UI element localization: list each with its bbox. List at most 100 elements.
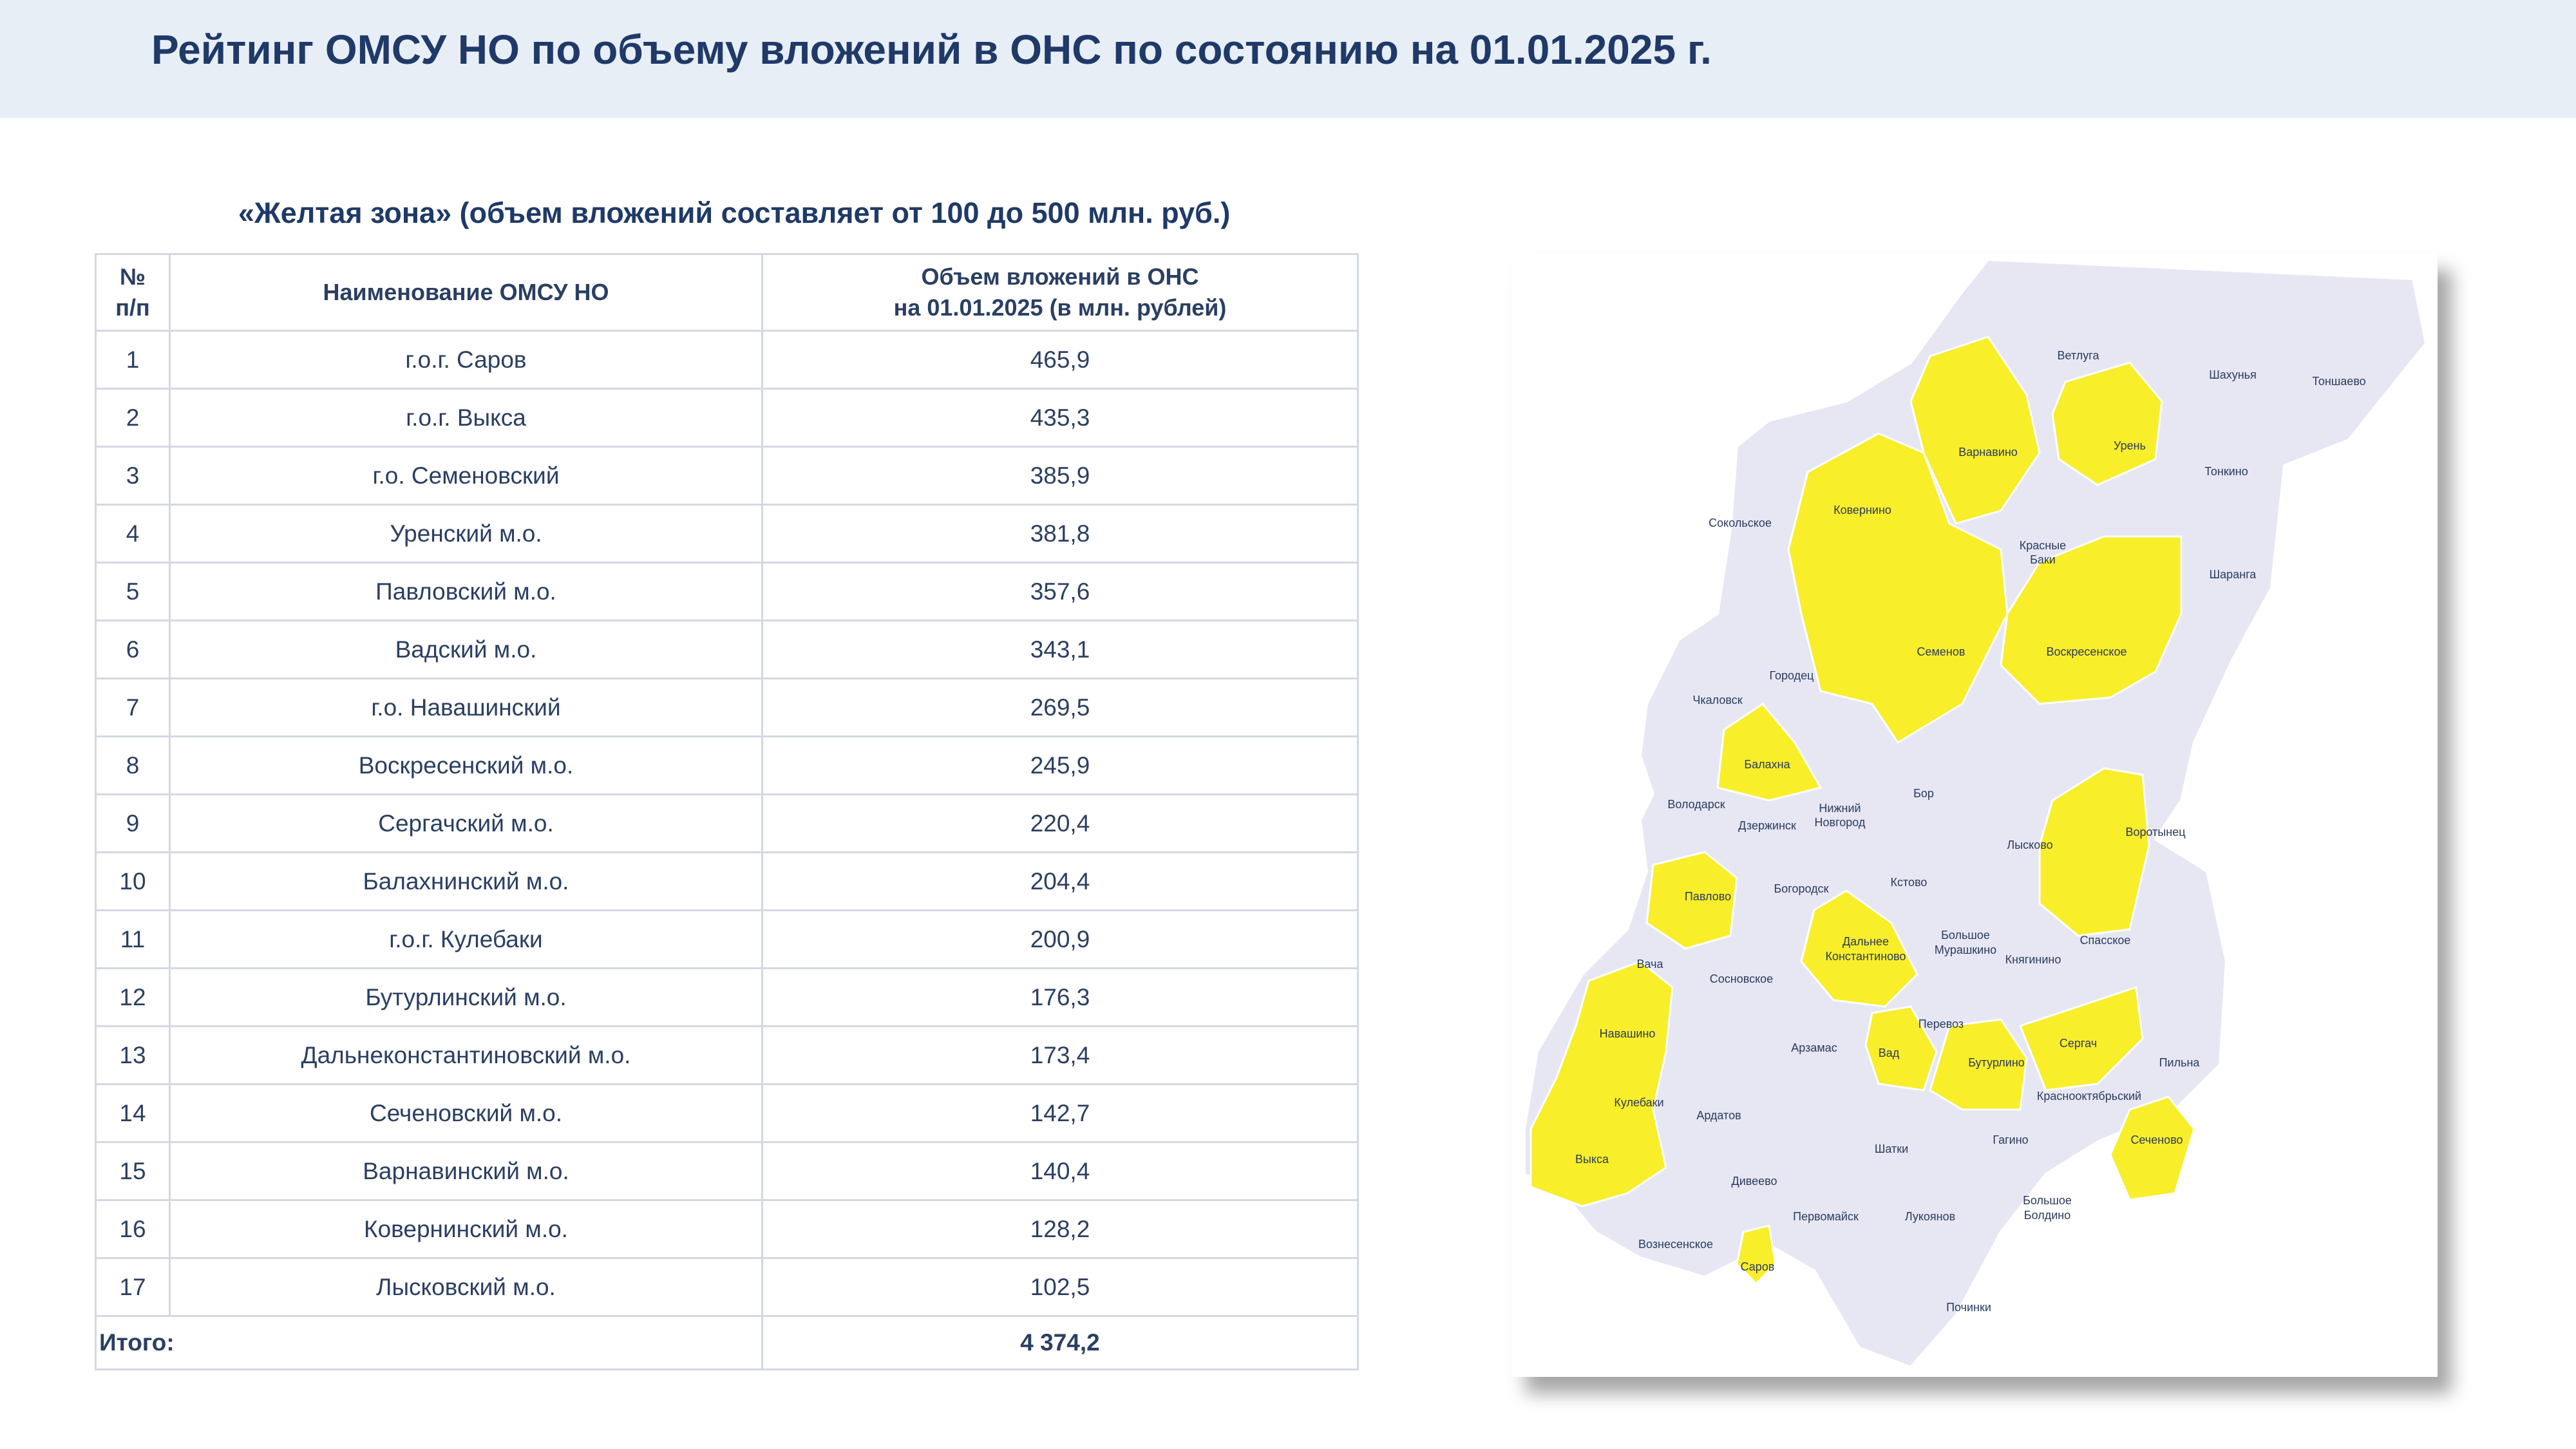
header-value: Объем вложений в ОНС на 01.01.2025 (в мл… (761, 253, 1359, 332)
table-row: 17 Лысковский м.о. 102,5 (95, 1257, 1359, 1317)
header-value-line1: Объем вложений в ОНС (921, 263, 1199, 290)
map-label-tonkino: Тонкино (2204, 465, 2248, 478)
row-value: 465,9 (761, 330, 1359, 390)
header-name: Наименование ОМСУ НО (169, 253, 763, 332)
header-value-line2: на 01.01.2025 (в млн. рублей) (893, 294, 1227, 321)
map-label-bm-2: Мурашкино (1935, 943, 1996, 956)
map-zone-lyskovo (2038, 767, 2150, 937)
map-label-gorodets: Городец (1769, 669, 1814, 682)
row-num: 8 (95, 735, 171, 795)
table-row: 8 Воскресенский м.о. 245,9 (95, 735, 1359, 795)
map-label-kstovo: Кстово (1891, 876, 1927, 889)
row-name: Сеченовский м.о. (169, 1083, 763, 1143)
row-name: г.о. Семеновский (169, 446, 763, 506)
map-label-knyaginino: Княгинино (2005, 953, 2061, 966)
table-row: 6 Вадский м.о. 343,1 (95, 620, 1359, 679)
map-label-dzerzhinsk: Дзержинск (1738, 819, 1796, 832)
map-zone-balakhna (1716, 703, 1823, 802)
map-label-navashino: Навашино (1600, 1027, 1656, 1040)
row-num: 5 (95, 562, 171, 621)
row-value: 176,3 (761, 967, 1359, 1027)
map-label-bor: Бор (1913, 787, 1934, 800)
row-value: 128,2 (761, 1199, 1359, 1259)
row-num: 17 (95, 1257, 171, 1317)
row-name: Ковернинский м.о. (169, 1199, 763, 1259)
map-zone-uren (2051, 361, 2163, 486)
table-row: 7 г.о. Навашинский 269,5 (95, 677, 1359, 737)
map-label-chkalovsk: Чкаловск (1692, 694, 1742, 706)
map-label-dk-2: Константиново (1825, 950, 1906, 963)
region-map: Ветлуга Шахунья Тоншаево Варнавино Урень… (1511, 253, 2438, 1377)
map-label-volodarsk: Володарск (1667, 798, 1725, 811)
table-row: 10 Балахнинский м.о. 204,4 (95, 851, 1359, 911)
row-value: 142,7 (761, 1083, 1359, 1143)
map-label-arzamas: Арзамас (1791, 1041, 1837, 1054)
map-label-nn-1: Нижний (1819, 802, 1861, 815)
total-value: 4 374,2 (761, 1315, 1359, 1370)
row-name: Варнавинский м.о. (169, 1141, 763, 1201)
row-value: 245,9 (761, 735, 1359, 795)
map-label-krasnooktyabrsky: Краснооктябрьский (2037, 1090, 2141, 1103)
map-label-kulebaki: Кулебаки (1614, 1096, 1663, 1109)
row-name: г.о.г. Саров (169, 330, 763, 390)
row-value: 435,3 (761, 388, 1359, 448)
row-name: Балахнинский м.о. (169, 851, 763, 911)
row-value: 220,4 (761, 793, 1359, 853)
row-name: Воскресенский м.о. (169, 735, 763, 795)
row-num: 10 (95, 851, 171, 911)
map-label-vad: Вад (1879, 1046, 1900, 1059)
table-row: 5 Павловский м.о. 357,6 (95, 562, 1359, 621)
map-label-vorotynets: Воротынец (2125, 826, 2185, 838)
row-value: 140,4 (761, 1141, 1359, 1201)
map-label-lukoyanov: Лукоянов (1905, 1210, 1955, 1223)
row-num: 12 (95, 967, 171, 1027)
table-row: 3 г.о. Семеновский 385,9 (95, 446, 1359, 506)
map-label-pochinki: Починки (1946, 1301, 1991, 1314)
map-label-sergach: Сергач (2060, 1037, 2097, 1050)
map-label-semenov: Семенов (1917, 645, 1965, 658)
total-row: Итого: 4 374,2 (95, 1315, 1359, 1370)
table-row: 4 Уренский м.о. 381,8 (95, 504, 1359, 564)
map-label-sarov: Саров (1741, 1260, 1775, 1273)
region-map-svg: Ветлуга Шахунья Тоншаево Варнавино Урень… (1523, 258, 2428, 1369)
row-value: 343,1 (761, 620, 1359, 679)
header-num-line2: п/п (115, 294, 150, 321)
map-zone-vad (1864, 1005, 1938, 1092)
row-value: 204,4 (761, 851, 1359, 911)
map-label-balakhna: Балахна (1744, 758, 1790, 771)
map-label-nn-2: Новгород (1815, 816, 1866, 829)
map-label-krasnye-baki-1: Красные (2020, 539, 2066, 552)
map-label-varnavino: Варнавино (1958, 446, 2018, 459)
map-label-pavlovo: Павлово (1685, 890, 1731, 903)
map-label-uren: Урень (2114, 439, 2146, 452)
row-name: г.о. Навашинский (169, 677, 763, 737)
table-row: 16 Ковернинский м.о. 128,2 (95, 1199, 1359, 1259)
header-band (0, 0, 2576, 118)
map-label-vacha: Вача (1636, 958, 1663, 971)
map-label-sharanga: Шаранга (2210, 568, 2257, 581)
row-num: 13 (95, 1025, 171, 1085)
map-label-ardatov: Ардатов (1696, 1109, 1741, 1122)
row-value: 357,6 (761, 562, 1359, 621)
map-label-diveevo: Дивеево (1732, 1175, 1777, 1188)
row-num: 15 (95, 1141, 171, 1201)
row-value: 381,8 (761, 504, 1359, 564)
row-num: 4 (95, 504, 171, 564)
map-label-voznesenskoe: Вознесенское (1638, 1238, 1713, 1251)
table-row: 2 г.о.г. Выкса 435,3 (95, 388, 1359, 448)
row-name: Вадский м.о. (169, 620, 763, 679)
map-label-lyskovo: Лысково (2007, 838, 2052, 851)
row-name: Бутурлинский м.о. (169, 967, 763, 1027)
row-num: 11 (95, 909, 171, 969)
map-label-dk-1: Дальнее (1842, 935, 1889, 948)
map-label-krasnye-baki-2: Баки (2030, 553, 2056, 566)
row-num: 16 (95, 1199, 171, 1259)
row-value: 102,5 (761, 1257, 1359, 1317)
row-num: 2 (95, 388, 171, 448)
map-label-voskresenskoe: Воскресенское (2047, 645, 2127, 658)
map-zone-dk (1800, 889, 1918, 1008)
table-row: 11 г.о.г. Кулебаки 200,9 (95, 909, 1359, 969)
row-name: Уренский м.о. (169, 504, 763, 564)
map-zone-sergach (2019, 985, 2144, 1092)
map-zone-varnavino (1909, 336, 2041, 525)
